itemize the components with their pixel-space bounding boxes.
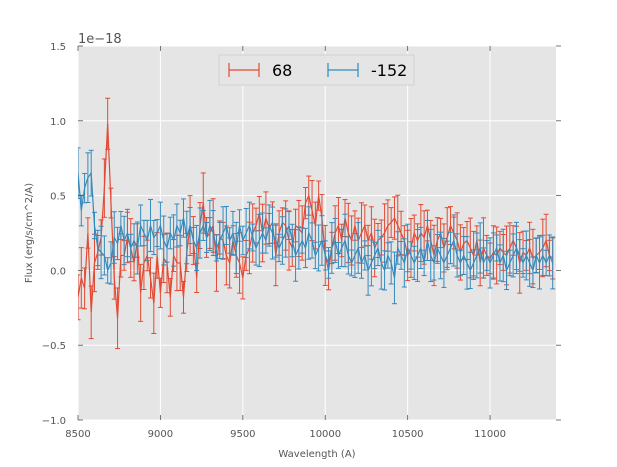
y-axis-label: Flux (erg/s/cm^2/A) <box>24 183 35 283</box>
legend-marker-minus-152 <box>327 63 359 77</box>
x-tick-label: 9000 <box>148 429 173 440</box>
plot-area <box>78 46 556 420</box>
x-tick-label: 11000 <box>474 429 506 440</box>
series-layer <box>78 97 556 350</box>
tick-labels: 8500 9000 9500 10000 10500 11000 −1.0 −0.5 0.0 0.… <box>42 42 506 440</box>
y-tick-label: −1.0 <box>42 416 66 427</box>
legend-entry-minus-152: -152 <box>327 61 407 80</box>
series-1 <box>78 147 556 305</box>
legend: 68 -152 <box>218 54 415 86</box>
y-offset-label: 1e−18 <box>78 32 122 47</box>
x-tick-label: 10500 <box>392 429 424 440</box>
x-tick-label: 8500 <box>65 429 90 440</box>
y-tick-label: 1.0 <box>50 117 66 128</box>
series-line <box>78 171 554 279</box>
y-tick-label: 0.0 <box>50 266 66 277</box>
legend-label-minus-152: -152 <box>371 61 407 80</box>
y-tick-label: 0.5 <box>50 192 66 203</box>
x-axis-label: Wavelength (A) <box>278 449 355 460</box>
y-tick-label: 1.5 <box>50 42 66 53</box>
x-tick-label: 10000 <box>309 429 341 440</box>
x-tick-label: 9500 <box>230 429 255 440</box>
legend-entry-68: 68 <box>228 61 292 80</box>
y-tick-label: −0.5 <box>42 341 66 352</box>
legend-label-68: 68 <box>272 61 292 80</box>
ticks <box>77 45 561 421</box>
legend-marker-68 <box>228 63 260 77</box>
